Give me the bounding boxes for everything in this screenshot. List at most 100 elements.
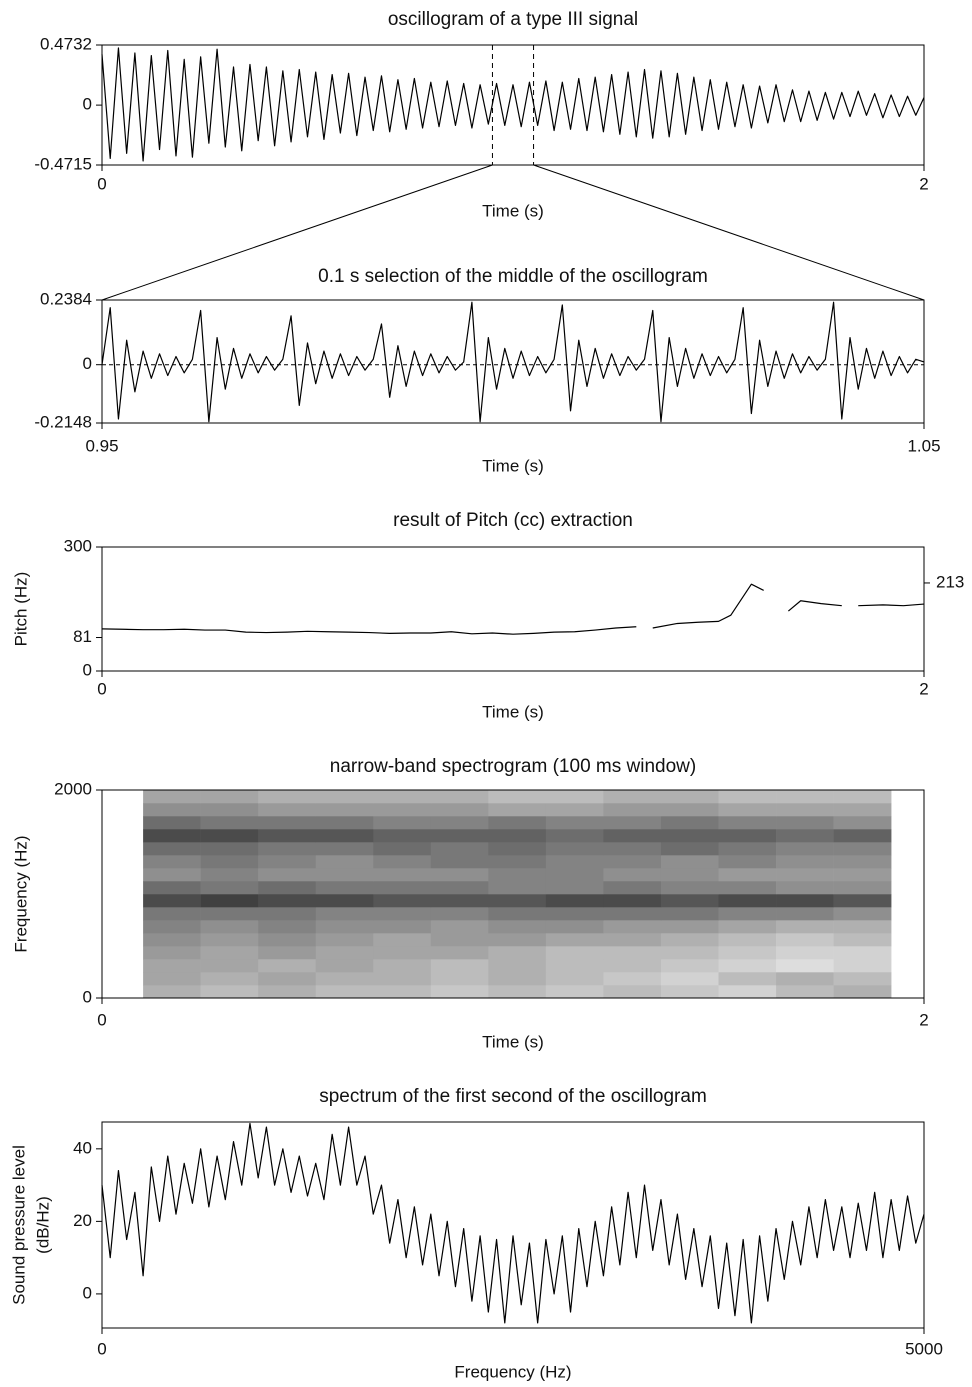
heatmap-cell xyxy=(200,868,259,882)
heatmap-cell xyxy=(258,933,317,947)
heatmap-cell xyxy=(833,816,892,830)
y-tick-label: 40 xyxy=(73,1138,92,1157)
x-tick-label: 0 xyxy=(97,1339,106,1358)
heatmap-cell xyxy=(258,855,317,869)
chart-title: spectrum of the first second of the osci… xyxy=(319,1086,707,1107)
heatmap-cell xyxy=(545,803,604,817)
x-tick-label: 0.95 xyxy=(85,436,118,455)
heatmap-cell xyxy=(258,894,317,908)
heatmap-cell xyxy=(200,816,259,830)
heatmap-cell xyxy=(603,868,662,882)
heatmap-cell xyxy=(776,907,834,921)
heatmap-cell xyxy=(200,881,259,895)
heatmap-cell xyxy=(143,972,201,986)
heatmap-cell xyxy=(258,829,317,843)
x-axis-label: Frequency (Hz) xyxy=(454,1362,571,1381)
heatmap-cell xyxy=(718,816,777,830)
heatmap-cell xyxy=(488,829,547,843)
x-tick-label: 0 xyxy=(97,1010,106,1029)
heatmap-cell xyxy=(143,803,201,817)
chart-panel: spectrum of the first second of the osci… xyxy=(9,1086,942,1381)
heatmap-cell xyxy=(718,985,777,999)
heatmap-cell xyxy=(488,881,547,895)
heatmap-cell xyxy=(373,842,432,856)
heatmap-cell xyxy=(200,829,259,843)
heatmap-cell xyxy=(315,868,374,882)
y-axis-label: (dB/Hz) xyxy=(33,1196,52,1254)
heatmap-cell xyxy=(833,881,892,895)
heatmap-cell xyxy=(660,803,719,817)
heatmap-cell xyxy=(430,842,489,856)
heatmap-cell xyxy=(258,920,317,934)
heatmap-cell xyxy=(545,894,604,908)
heatmap-cell xyxy=(430,946,489,960)
heatmap-cell xyxy=(660,894,719,908)
heatmap-cell xyxy=(545,959,604,973)
y-tick-label: 0.4732 xyxy=(40,34,92,53)
heatmap-cell xyxy=(776,959,834,973)
heatmap-cell xyxy=(258,842,317,856)
heatmap-cell xyxy=(488,842,547,856)
heatmap-cell xyxy=(718,829,777,843)
heatmap-cell xyxy=(430,920,489,934)
heatmap-cell xyxy=(315,816,374,830)
heatmap-cell xyxy=(776,933,834,947)
heatmap-cell xyxy=(603,829,662,843)
x-tick-label: 1.05 xyxy=(907,436,940,455)
heatmap-cell xyxy=(143,920,201,934)
heatmap-cell xyxy=(776,829,834,843)
chart-panel: 0.1 s selection of the middle of the osc… xyxy=(34,266,940,475)
heatmap-cell xyxy=(718,946,777,960)
heatmap-cell xyxy=(258,868,317,882)
data-line xyxy=(101,1122,925,1324)
heatmap-cell xyxy=(373,959,432,973)
heatmap-cell xyxy=(143,829,201,843)
heatmap-cell xyxy=(488,894,547,908)
y-tick-label: 81 xyxy=(73,627,92,646)
heatmap-cell xyxy=(545,855,604,869)
heatmap-cell xyxy=(833,933,892,947)
heatmap-cell xyxy=(488,803,547,817)
heatmap-cell xyxy=(488,907,547,921)
y-tick-label: 0 xyxy=(83,987,92,1006)
heatmap-cell xyxy=(776,972,834,986)
heatmap-cell xyxy=(718,894,777,908)
heatmap-cell xyxy=(833,920,892,934)
chart-title: result of Pitch (cc) extraction xyxy=(393,510,633,531)
heatmap-cell xyxy=(545,816,604,830)
x-axis-label: Time (s) xyxy=(482,456,544,475)
heatmap-cell xyxy=(545,972,604,986)
x-axis-label: Time (s) xyxy=(482,1032,544,1051)
heatmap-cell xyxy=(488,790,547,804)
heatmap-cell xyxy=(430,972,489,986)
y-axis-label: Frequency (Hz) xyxy=(11,835,30,952)
heatmap-cell xyxy=(143,855,201,869)
chart-panel: result of Pitch (cc) extraction Time (s) P… xyxy=(11,510,964,721)
heatmap-cell xyxy=(718,842,777,856)
heatmap-cell xyxy=(660,881,719,895)
heatmap-cell xyxy=(603,816,662,830)
heatmap-cell xyxy=(143,842,201,856)
heatmap-cell xyxy=(315,790,374,804)
heatmap-cell xyxy=(718,920,777,934)
heatmap-cell xyxy=(315,946,374,960)
heatmap-cell xyxy=(258,985,317,999)
heatmap-cell xyxy=(200,959,259,973)
heatmap-cell xyxy=(143,985,201,999)
chart-title: oscillogram of a type III signal xyxy=(388,9,638,30)
heatmap-cell xyxy=(660,972,719,986)
y-tick-label: -0.2148 xyxy=(34,412,92,431)
right-tick-label: 213 xyxy=(936,572,964,591)
y-axis-label: Sound pressure level xyxy=(9,1145,28,1305)
heatmap-cell xyxy=(545,933,604,947)
heatmap-cell xyxy=(373,829,432,843)
heatmap-cell xyxy=(603,920,662,934)
heatmap-cell xyxy=(603,946,662,960)
heatmap-cell xyxy=(258,959,317,973)
y-tick-label: 300 xyxy=(64,536,92,555)
heatmap-cell xyxy=(430,855,489,869)
heatmap-cell xyxy=(143,868,201,882)
heatmap-cell xyxy=(833,985,892,999)
heatmap-cell xyxy=(200,985,259,999)
heatmap-cell xyxy=(143,894,201,908)
